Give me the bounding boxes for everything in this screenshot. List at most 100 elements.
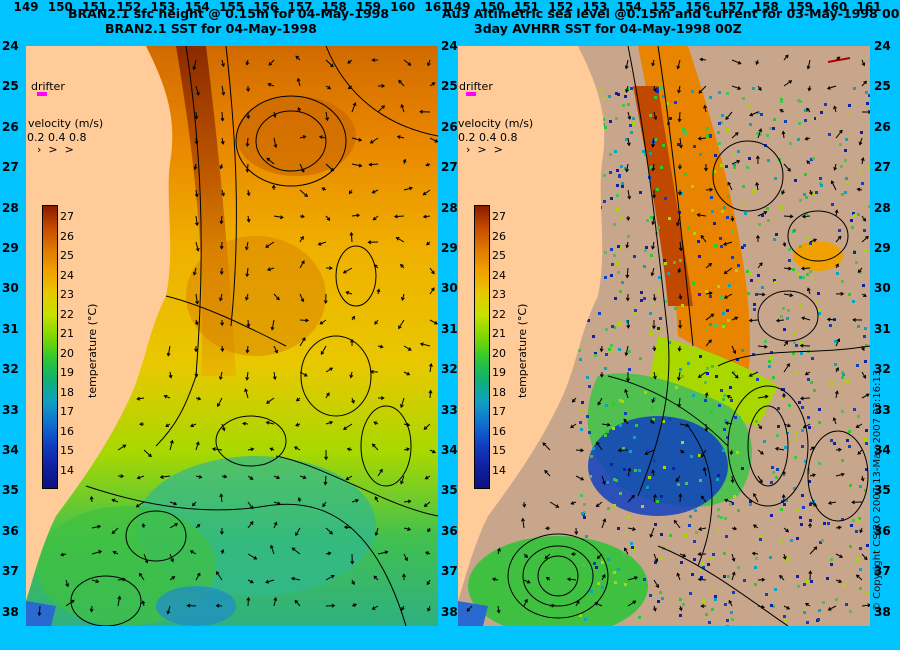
current-arrowhead (602, 518, 607, 523)
sst-pixel (804, 109, 807, 112)
sst-pixel (649, 312, 652, 315)
sst-pixel (693, 558, 696, 561)
sst-pixel (786, 317, 789, 320)
current-arrowhead (373, 264, 378, 269)
current-arrowhead (522, 503, 527, 508)
current-arrowhead (678, 295, 683, 300)
current-arrow (420, 343, 431, 347)
current-arrowhead (855, 424, 860, 428)
current-arrow (627, 137, 630, 146)
sst-pixel (688, 524, 691, 527)
longitude-label: 152 (116, 0, 142, 14)
sst-pixel (849, 545, 852, 548)
current-arrow (676, 215, 681, 226)
current-arrow (265, 241, 275, 248)
current-arrowhead (401, 607, 405, 611)
current-arrowhead (95, 579, 100, 584)
current-arrowhead (704, 392, 709, 396)
current-arrow (195, 241, 199, 251)
current-arrowhead (141, 522, 146, 527)
latitude-label: 28 (2, 200, 19, 215)
current-arrow (143, 553, 148, 563)
current-arrow (370, 137, 379, 144)
current-arrowhead (290, 576, 295, 581)
current-arrowhead (194, 373, 199, 378)
current-arrow (221, 85, 225, 95)
current-arrow (299, 337, 306, 347)
current-arrowhead (826, 317, 831, 322)
colorbar-tick-label: 15 (60, 444, 74, 457)
current-arrowhead (571, 398, 576, 403)
current-arrow (401, 293, 405, 301)
current-arrowhead (371, 443, 376, 448)
longitude-label: 155 (218, 0, 245, 14)
sst-pixel (794, 179, 797, 182)
current-arrow (731, 160, 740, 165)
latitude-label: 25 (2, 79, 19, 94)
sst-pixel (856, 558, 859, 561)
current-arrowhead (673, 519, 678, 524)
current-arrowhead (246, 192, 251, 197)
sst-pixel (817, 618, 820, 621)
current-arrow (91, 550, 102, 555)
current-arrowhead (787, 167, 791, 172)
current-arrowhead (835, 263, 839, 268)
sst-pixel (615, 92, 618, 95)
sst-pixel (756, 378, 759, 381)
current-arrowhead (861, 62, 866, 67)
current-arrow (403, 527, 411, 531)
current-arrowhead (625, 274, 630, 279)
sst-pixel (609, 153, 612, 156)
current-arrowhead (700, 495, 705, 500)
latitude-label: 32 (441, 362, 458, 377)
current-arrowhead (398, 325, 402, 330)
current-arrow (268, 83, 275, 87)
current-arrowhead (198, 474, 203, 479)
current-arrow (625, 85, 629, 93)
sst-pixel (817, 292, 820, 295)
sst-pixel (735, 269, 738, 272)
current-arrow (731, 475, 734, 483)
sst-pixel (714, 595, 717, 598)
current-arrowhead (839, 554, 844, 558)
sst-pixel (743, 579, 746, 582)
current-arrowhead (699, 57, 704, 62)
current-arrowhead (211, 447, 216, 452)
current-arrowhead (221, 192, 225, 197)
current-arrow (351, 102, 356, 113)
current-arrowhead (353, 603, 357, 608)
current-arrow (91, 579, 99, 583)
warm-sst-patch (793, 241, 843, 271)
current-arrowhead (732, 350, 737, 355)
current-arrowhead (832, 417, 837, 422)
sst-pixel (738, 416, 741, 419)
current-arrowhead (402, 158, 407, 163)
current-arrow (597, 553, 603, 559)
current-arrow (861, 80, 867, 87)
current-arrow (757, 128, 762, 139)
current-arrowhead (141, 600, 146, 605)
current-arrowhead (139, 572, 143, 577)
latitude-label: 35 (441, 483, 458, 498)
sst-pixel (597, 582, 600, 585)
sst-pixel (585, 535, 588, 538)
sst-pixel (794, 456, 797, 459)
sst-pixel (721, 114, 724, 117)
sst-pixel (726, 92, 729, 95)
current-arrowhead (651, 167, 656, 172)
sst-pixel (788, 248, 791, 251)
current-arrowhead (245, 273, 250, 278)
sst-pixel (607, 507, 610, 510)
sst-pixel (852, 519, 855, 522)
current-arrow (728, 600, 733, 607)
current-arrow (377, 469, 383, 477)
current-arrowhead (422, 191, 427, 196)
sst-pixel (770, 514, 773, 517)
current-arrow (372, 443, 379, 451)
current-arrowhead (428, 389, 433, 394)
sst-pixel (736, 451, 739, 454)
current-arrowhead (808, 570, 813, 575)
sst-pixel (580, 409, 583, 412)
current-arrowhead (301, 260, 305, 264)
current-arrowhead (763, 344, 768, 349)
